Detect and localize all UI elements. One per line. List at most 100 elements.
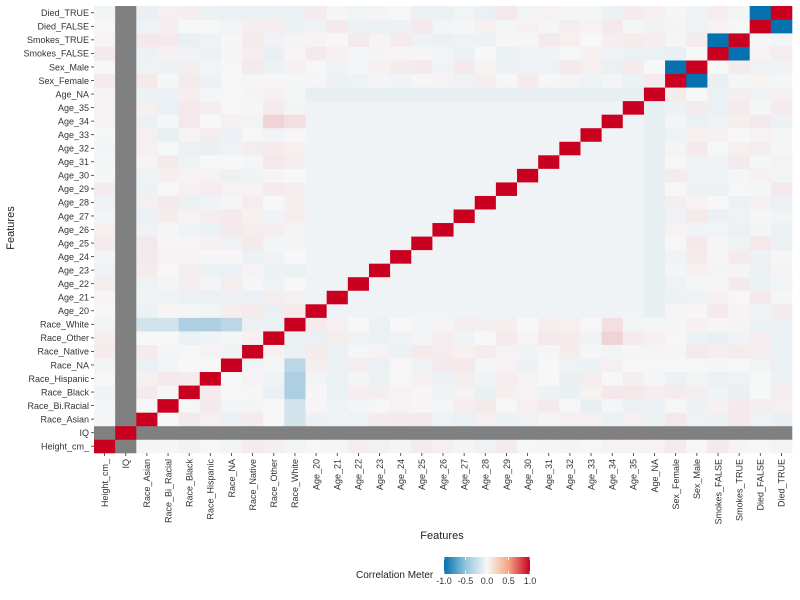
heatmap-cell bbox=[643, 425, 666, 440]
heatmap-cell bbox=[347, 127, 370, 142]
heatmap-cell bbox=[368, 304, 391, 318]
heatmap-cell bbox=[263, 127, 285, 142]
heatmap-cell bbox=[199, 141, 222, 156]
heatmap-cell bbox=[686, 60, 708, 75]
y-tick-label: Age_27 bbox=[58, 211, 89, 221]
heatmap-cell bbox=[601, 222, 624, 237]
heatmap-cell bbox=[474, 6, 497, 20]
heatmap-cell bbox=[538, 304, 560, 318]
heatmap-cell bbox=[199, 439, 222, 454]
heatmap-cell bbox=[622, 236, 645, 251]
heatmap-cell bbox=[220, 182, 243, 196]
heatmap-cell bbox=[178, 155, 201, 169]
heatmap-cell bbox=[643, 344, 666, 359]
y-tick-label: Age_30 bbox=[58, 171, 89, 181]
heatmap-cell bbox=[686, 87, 708, 102]
heatmap-cell bbox=[220, 46, 243, 61]
heatmap-cell bbox=[368, 236, 391, 251]
heatmap-cell bbox=[474, 236, 497, 251]
heatmap-cell bbox=[665, 317, 687, 332]
heatmap-cell bbox=[749, 100, 772, 115]
heatmap-cell bbox=[474, 317, 497, 332]
heatmap-cell bbox=[728, 6, 750, 20]
heatmap-cell bbox=[347, 100, 370, 115]
heatmap-cell bbox=[220, 87, 243, 102]
heatmap-cell bbox=[94, 155, 116, 169]
heatmap-cell bbox=[411, 358, 433, 373]
heatmap-cell bbox=[136, 127, 158, 142]
heatmap-cell bbox=[707, 73, 729, 88]
heatmap-cell bbox=[178, 114, 201, 129]
heatmap-cell bbox=[643, 412, 666, 427]
heatmap-cell bbox=[326, 100, 349, 115]
heatmap-cell bbox=[495, 127, 518, 142]
heatmap-cell bbox=[284, 236, 306, 251]
heatmap-cell bbox=[305, 412, 327, 427]
heatmap-cell bbox=[347, 168, 370, 183]
heatmap-cell bbox=[707, 87, 729, 102]
heatmap-cell bbox=[284, 358, 306, 373]
heatmap-cell bbox=[770, 141, 793, 156]
heatmap-cell bbox=[368, 263, 391, 278]
heatmap-cell bbox=[94, 439, 116, 454]
heatmap-cell bbox=[220, 73, 243, 88]
heatmap-cell bbox=[707, 33, 729, 47]
legend-tick-label: 0.0 bbox=[481, 576, 494, 586]
heatmap-cell bbox=[115, 87, 137, 102]
heatmap-cell bbox=[263, 182, 285, 196]
heatmap-cell bbox=[157, 385, 179, 400]
x-tick-label: Race_Asian bbox=[142, 459, 152, 508]
heatmap-cell bbox=[749, 222, 772, 237]
heatmap-cell bbox=[580, 276, 602, 291]
heatmap-cell bbox=[686, 385, 708, 400]
heatmap-cell bbox=[749, 73, 772, 88]
heatmap-cell bbox=[242, 249, 264, 264]
heatmap-cell bbox=[580, 114, 602, 129]
heatmap-cell bbox=[643, 182, 666, 196]
heatmap-cell bbox=[559, 182, 581, 196]
heatmap-cell bbox=[517, 87, 539, 102]
heatmap-cell bbox=[432, 371, 454, 386]
heatmap-cell bbox=[263, 344, 285, 359]
heatmap-cell bbox=[178, 87, 201, 102]
heatmap-cell bbox=[94, 425, 116, 440]
heatmap-cell bbox=[390, 371, 412, 386]
heatmap-cell bbox=[157, 168, 179, 183]
heatmap-cell bbox=[665, 249, 687, 264]
heatmap-cell bbox=[199, 276, 222, 291]
heatmap-cell bbox=[178, 33, 201, 47]
heatmap-cell bbox=[517, 236, 539, 251]
heatmap-cell bbox=[390, 317, 412, 332]
heatmap-cell bbox=[411, 6, 433, 20]
heatmap-cell bbox=[432, 168, 454, 183]
heatmap-cell bbox=[432, 222, 454, 237]
heatmap-cell bbox=[115, 168, 137, 183]
heatmap-cell bbox=[432, 195, 454, 210]
heatmap-cell bbox=[707, 290, 729, 305]
heatmap-cell bbox=[157, 6, 179, 20]
heatmap-cell bbox=[453, 371, 476, 386]
heatmap-cell bbox=[347, 141, 370, 156]
heatmap-cell bbox=[220, 100, 243, 115]
y-tick-label: Died_FALSE bbox=[37, 22, 89, 32]
heatmap-cell bbox=[136, 222, 158, 237]
heatmap-cell bbox=[136, 209, 158, 224]
heatmap-cell bbox=[453, 73, 476, 88]
x-tick-label: Died_TRUE bbox=[777, 459, 787, 507]
y-tick-label: Age_33 bbox=[58, 130, 89, 140]
heatmap-cell bbox=[178, 19, 201, 34]
heatmap-cell bbox=[453, 19, 476, 34]
heatmap-cell bbox=[686, 439, 708, 454]
heatmap-cell bbox=[326, 371, 349, 386]
heatmap-cell bbox=[347, 73, 370, 88]
heatmap-cell bbox=[432, 358, 454, 373]
heatmap-cell bbox=[284, 6, 306, 20]
heatmap-cell bbox=[326, 317, 349, 332]
heatmap-cell bbox=[601, 304, 624, 318]
heatmap-cell bbox=[178, 276, 201, 291]
heatmap-cell bbox=[770, 73, 793, 88]
heatmap-cell bbox=[305, 73, 327, 88]
heatmap-cell bbox=[411, 317, 433, 332]
heatmap-cell bbox=[749, 249, 772, 264]
